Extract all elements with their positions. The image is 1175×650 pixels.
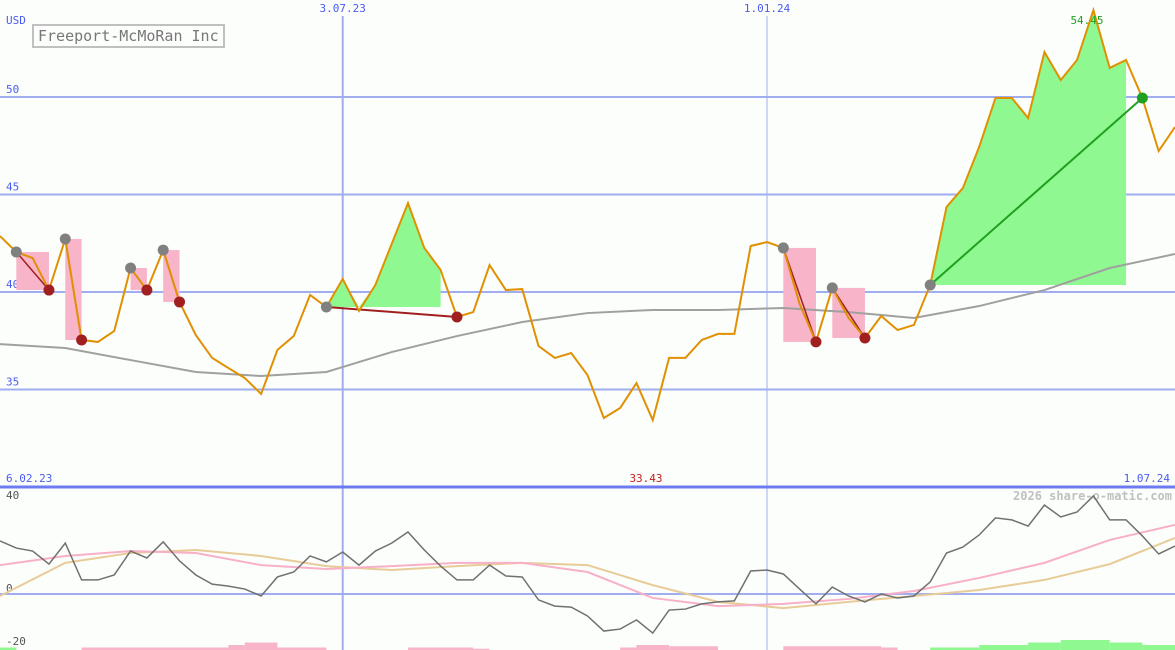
buy-signal-area [326,203,441,308]
signal-start-marker [826,282,838,294]
histogram-bar [979,645,1029,650]
histogram-bar [930,647,980,650]
oscillator-signal-slow-line [0,537,1175,610]
histogram-bar [783,646,882,650]
signal-start-marker [320,301,332,313]
buy-signal-area [930,10,1127,285]
signal-end-marker [43,284,55,296]
signal-start-marker [10,246,22,258]
date-tick-label: 1.07.24 [1124,472,1171,485]
y-tick-label: 45 [6,181,19,194]
signal-end-marker [76,334,88,346]
moving-average-line [0,252,1175,378]
date-tick-label: 1.01.24 [744,2,791,15]
histogram-bar [1028,642,1061,650]
signal-end-marker [141,284,153,296]
y-tick-label: 50 [6,83,19,96]
histogram-bar [81,647,229,650]
date-tick-label: 3.07.23 [320,2,366,15]
histogram-bar [277,647,327,650]
signal-start-marker [59,233,71,245]
histogram-bar [1109,642,1143,650]
histogram-bar [669,646,719,650]
chart-title: Freeport-McMoRan Inc [32,24,225,48]
oscillator-signal-fast-line [0,523,1175,608]
histogram-bar [407,647,474,650]
histogram-bar [244,642,278,650]
histogram-bar [228,645,245,650]
min-price-label: 33.43 [629,472,662,485]
date-tick-label: 6.02.23 [6,472,52,485]
y-tick-label: 35 [6,376,19,389]
signal-end-marker [810,336,822,348]
oscillator-line [0,494,1175,635]
histogram-bar [881,647,898,650]
price-line [0,6,1175,424]
histogram-bar [1142,645,1175,650]
signal-start-marker [777,242,789,254]
histogram-bar [636,645,670,650]
histogram-bar [620,647,637,650]
signal-start-marker [125,262,137,274]
signal-start-marker [924,279,936,291]
histogram-bar [0,647,17,650]
histogram-bar [1060,640,1110,650]
histogram-bar [473,648,490,650]
signal-end-marker [1136,92,1148,104]
signal-start-marker [157,244,169,256]
signal-line [15,251,50,291]
currency-label: USD [6,14,26,27]
signal-end-marker [174,296,186,308]
signal-line [929,97,1144,286]
oscillator-tick-label: 40 [6,489,19,502]
signal-end-marker [859,332,871,344]
y-tick-label: 40 [6,278,19,291]
oscillator-tick-label: -20 [6,635,26,648]
signal-line [326,306,458,318]
oscillator-tick-label: 0 [6,582,13,595]
signal-end-marker [451,311,463,323]
max-price-label: 54.45 [1070,14,1103,27]
